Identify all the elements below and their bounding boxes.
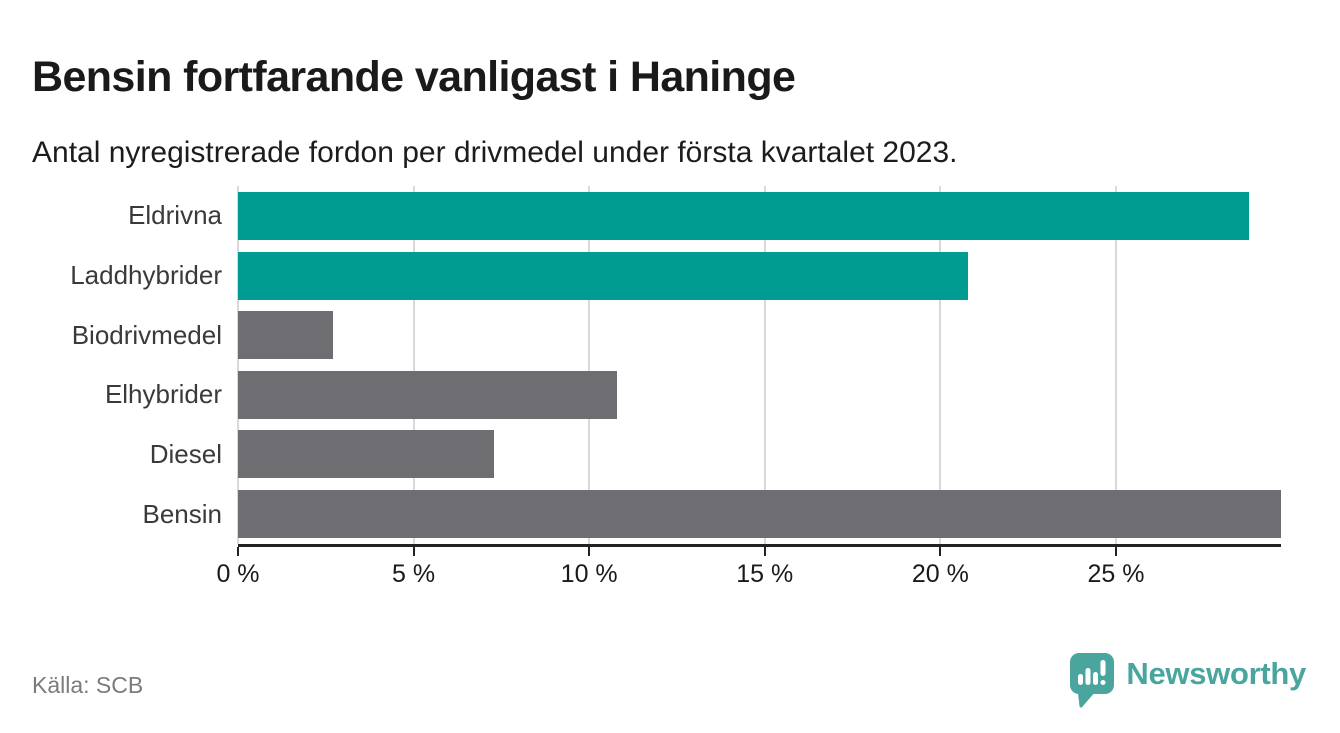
category-label-laddhybrider: Laddhybrider <box>70 259 222 290</box>
tick-label: 10 % <box>560 560 618 588</box>
source-note: Källa: SCB <box>32 672 144 698</box>
tick-label: 25 % <box>1087 560 1145 588</box>
gridline <box>237 186 239 544</box>
tick-label: 5 % <box>392 560 436 588</box>
x-axis: 0 % 5 % 10 % 15 % 20 % 25 % <box>216 547 1281 595</box>
gridline <box>763 186 766 544</box>
gridline <box>939 186 942 544</box>
tick-mark <box>1114 547 1117 556</box>
tick-label: 15 % <box>736 560 794 588</box>
category-label-bensin: Bensin <box>142 498 223 529</box>
newsworthy-logo: Newsworthy <box>1069 652 1306 710</box>
gridline <box>1114 186 1117 544</box>
category-label-elhybrider: Elhybrider <box>104 379 222 410</box>
chart-title: Bensin fortfarande vanligast i Haninge <box>32 52 796 101</box>
plot-area <box>237 186 1281 547</box>
newsworthy-logo-icon <box>1070 653 1115 708</box>
tick-mark <box>763 547 766 556</box>
bar-laddhybrider <box>238 251 969 300</box>
gridline <box>588 186 591 544</box>
category-label-biodrivmedel: Biodrivmedel <box>71 319 222 350</box>
tick-mark <box>939 547 942 556</box>
tick-mark <box>237 547 239 556</box>
tick-label: 20 % <box>911 560 969 588</box>
tick-label: 0 % <box>216 560 260 588</box>
chart-subtitle: Antal nyregistrerade fordon per drivmede… <box>32 136 958 169</box>
newsworthy-logo-text: Newsworthy <box>1126 656 1306 691</box>
bar-elhybrider <box>238 370 618 419</box>
bar-eldrivna <box>238 191 1250 240</box>
category-label-eldrivna: Eldrivna <box>128 200 222 231</box>
gridline <box>412 186 415 544</box>
category-labels: Eldrivna Laddhybrider Biodrivmedel Elhybrid… <box>0 186 222 544</box>
tick-mark <box>412 547 415 556</box>
category-label-diesel: Diesel <box>149 438 222 469</box>
bar-bensin <box>238 490 1281 539</box>
bar-biodrivmedel <box>238 311 333 360</box>
bar-diesel <box>238 430 495 479</box>
tick-mark <box>588 547 591 556</box>
